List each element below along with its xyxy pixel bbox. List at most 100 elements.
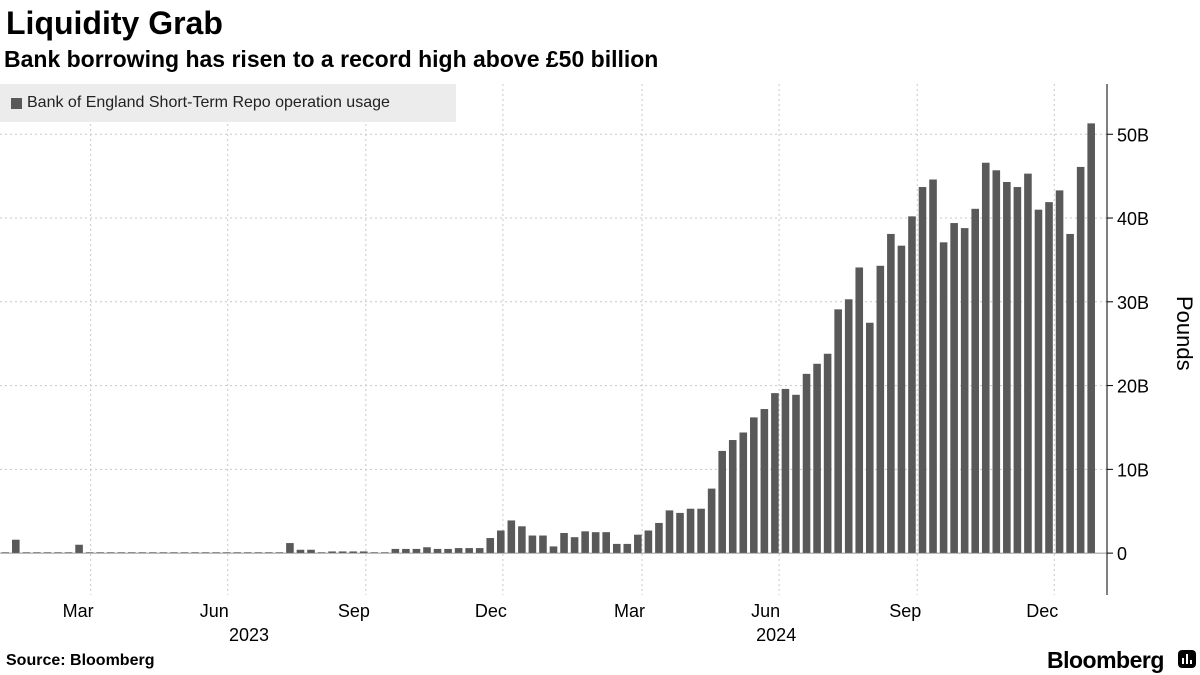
bar (201, 552, 210, 554)
bar (359, 551, 368, 554)
bar (412, 548, 421, 554)
bar (539, 535, 547, 554)
bar (54, 552, 62, 554)
bar (665, 510, 674, 554)
bar (149, 552, 157, 554)
bar (296, 549, 305, 554)
bar (876, 265, 885, 554)
bar (728, 440, 737, 554)
bar (528, 535, 537, 554)
x-tick-label: Dec (1026, 601, 1058, 621)
bar (96, 552, 104, 554)
bar (22, 552, 31, 554)
bar (792, 394, 800, 554)
bar (813, 363, 821, 554)
bar (43, 552, 52, 554)
bar (549, 546, 558, 554)
x-tick-label: Jun (200, 601, 229, 621)
legend-label: Bank of England Short-Term Repo operatio… (27, 94, 390, 111)
bar (138, 552, 147, 554)
bar (802, 373, 811, 554)
bar (992, 170, 1001, 554)
bar (865, 322, 874, 554)
bar (1, 552, 10, 554)
bar (707, 488, 716, 554)
bar (1045, 202, 1053, 554)
legend-swatch (11, 97, 22, 109)
bar (950, 223, 958, 554)
bar (1055, 190, 1064, 554)
bar (180, 552, 189, 554)
bar (243, 552, 252, 554)
bar (212, 552, 220, 554)
bar (328, 551, 336, 554)
y-tick-label: 40B (1117, 209, 1149, 229)
bar (939, 242, 948, 554)
bar (1087, 123, 1095, 554)
bar (381, 552, 389, 554)
brand-logo-text: Bloomberg (1047, 647, 1164, 673)
bar (771, 393, 779, 554)
bar (444, 548, 452, 554)
bar (560, 533, 568, 554)
bloomberg-chart-icon (1178, 650, 1196, 668)
x-year-label: 2024 (756, 625, 796, 645)
y-tick-label: 30B (1117, 293, 1149, 313)
bar (781, 388, 790, 554)
bar (655, 522, 663, 554)
x-year-label: 2023 (229, 625, 269, 645)
y-tick-label: 50B (1117, 125, 1149, 145)
bar (518, 526, 526, 554)
bar (423, 547, 431, 554)
bar (1013, 187, 1022, 554)
bar (750, 417, 758, 554)
x-tick-label: Jun (751, 601, 780, 621)
bar (981, 162, 990, 554)
bar (591, 532, 600, 554)
bar (887, 233, 895, 554)
bar (317, 552, 326, 554)
bar (929, 179, 937, 554)
axes: 0 10B 20B 30B 40B 50B Mar Jun Sep Dec Mar Jun Sep Dec… (0, 84, 1197, 645)
bar (897, 245, 906, 554)
bar (834, 309, 842, 554)
bar (117, 552, 126, 554)
bar-series (1, 123, 1095, 554)
x-tick-label: Sep (889, 601, 921, 621)
bar (971, 208, 980, 554)
bar (1066, 233, 1074, 554)
bar (402, 548, 410, 554)
bar (760, 409, 769, 554)
y-axis-title: Pounds (1172, 296, 1197, 371)
bar (465, 548, 473, 554)
x-tick-label: Dec (475, 601, 507, 621)
bar (233, 552, 242, 554)
bar (286, 543, 294, 554)
x-tick-label: Mar (614, 601, 645, 621)
bar (960, 228, 969, 554)
bar (391, 548, 400, 554)
bar (718, 450, 726, 554)
chart-title: Liquidity Grab (6, 5, 223, 41)
bar (908, 216, 916, 554)
bar (844, 299, 853, 554)
bar (676, 512, 684, 554)
bar (581, 531, 589, 554)
bar (307, 549, 315, 554)
bar (275, 552, 284, 554)
bar (855, 267, 864, 554)
bar (1034, 209, 1043, 554)
bar (475, 548, 484, 554)
x-tick-label: Mar (63, 601, 94, 621)
bar (486, 538, 495, 554)
bar (1076, 166, 1085, 554)
legend: Bank of England Short-Term Repo operatio… (0, 84, 456, 122)
bar (191, 552, 199, 554)
bar (623, 543, 632, 554)
bar (370, 552, 379, 554)
bar (570, 537, 579, 554)
bar (106, 552, 115, 554)
bar (12, 539, 20, 554)
bar (433, 548, 442, 554)
